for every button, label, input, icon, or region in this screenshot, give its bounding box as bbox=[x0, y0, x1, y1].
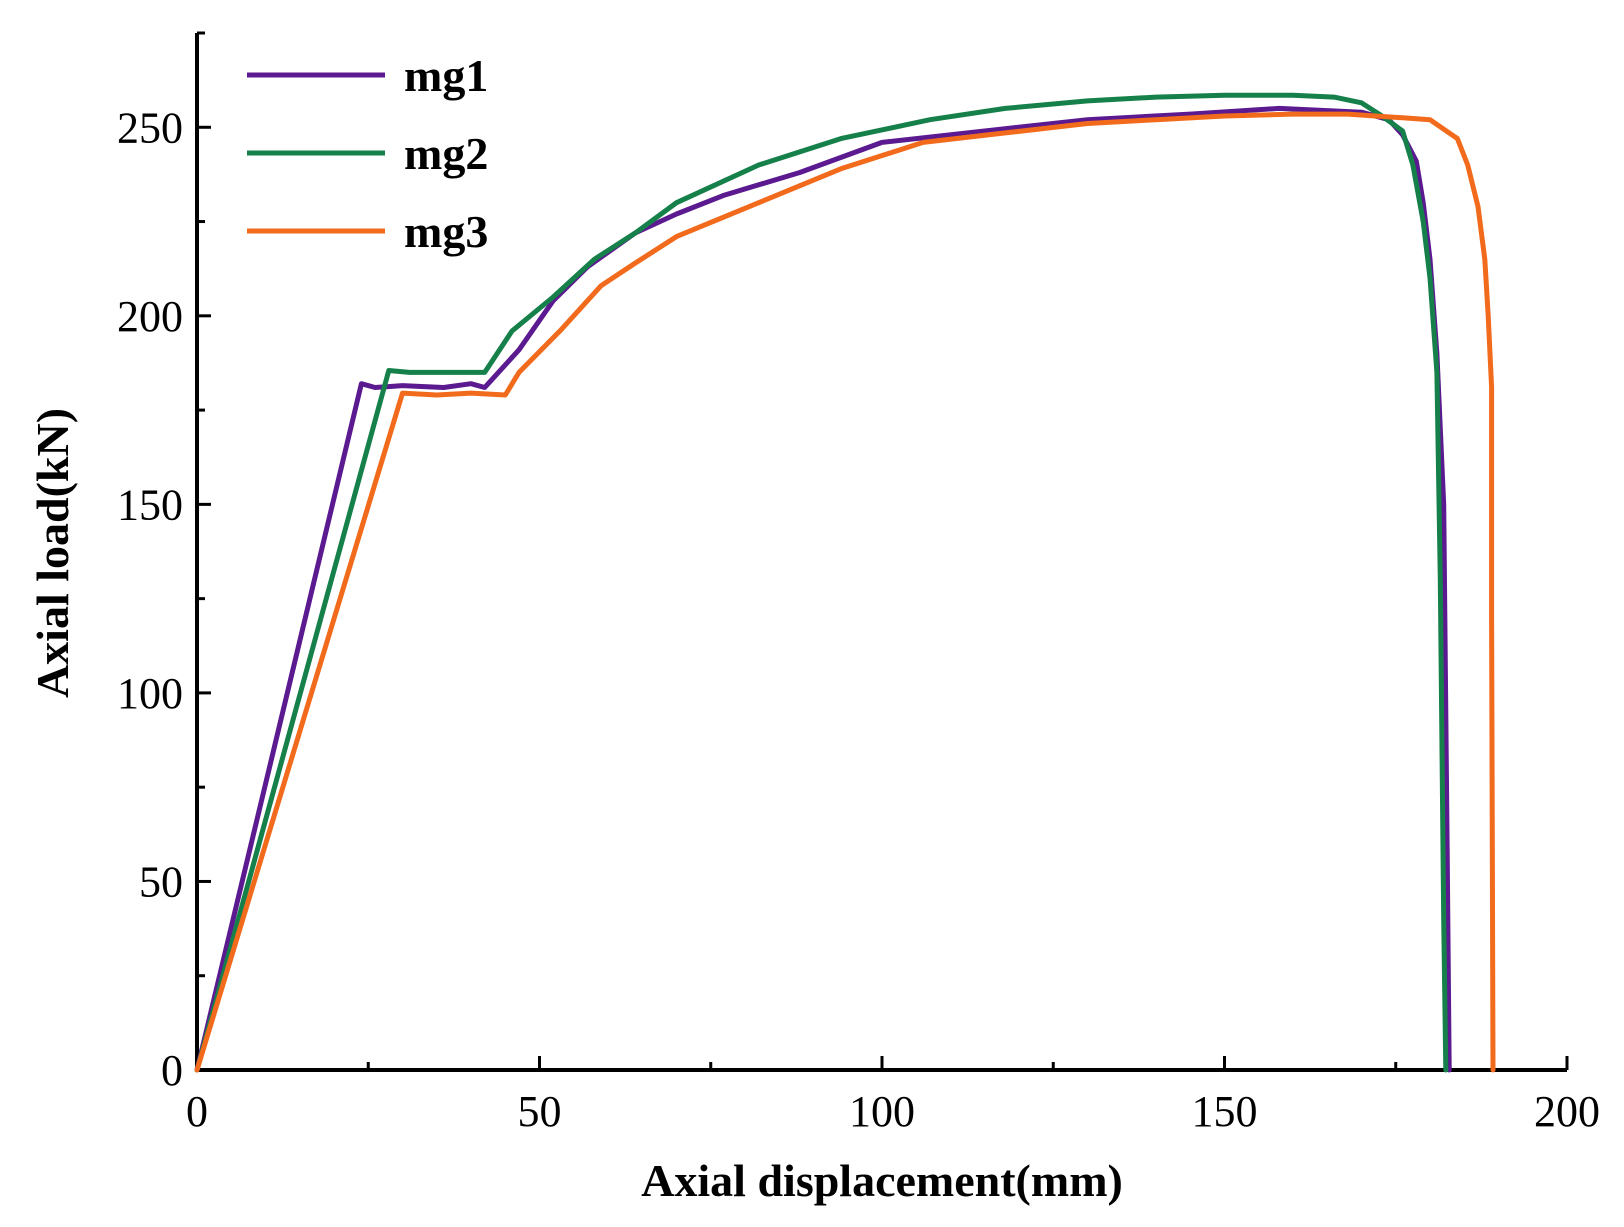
x-tick-label: 150 bbox=[1192, 1087, 1258, 1136]
plot-area: 0 50 100 150 200 0 50 100 150 200 250 bbox=[117, 31, 1600, 1136]
series-line-mg2 bbox=[194, 92, 1449, 1073]
series-line-mg3 bbox=[194, 111, 1496, 1073]
legend-label-mg1: mg1 bbox=[404, 50, 488, 101]
x-tick-label: 200 bbox=[1534, 1087, 1600, 1136]
legend-label-mg2: mg2 bbox=[404, 128, 488, 179]
y-tick-label: 0 bbox=[161, 1046, 183, 1095]
series-line-mg1 bbox=[194, 105, 1452, 1073]
y-tick-label: 50 bbox=[139, 857, 183, 906]
legend: mg1 mg2 mg3 bbox=[247, 50, 488, 257]
x-axis-title: Axial displacement(mm) bbox=[641, 1155, 1123, 1206]
y-tick-label: 150 bbox=[117, 480, 183, 529]
x-tick-label: 100 bbox=[849, 1087, 915, 1136]
y-axis-title: Axial load(kN) bbox=[27, 408, 78, 698]
x-tick-label: 0 bbox=[186, 1087, 208, 1136]
legend-label-mg3: mg3 bbox=[404, 206, 488, 257]
y-tick-label: 250 bbox=[117, 103, 183, 152]
series-layer bbox=[194, 92, 1496, 1073]
y-tick-label: 100 bbox=[117, 669, 183, 718]
y-tick-label: 200 bbox=[117, 292, 183, 341]
axis-ticks: 0 50 100 150 200 0 50 100 150 200 250 bbox=[117, 31, 1600, 1136]
x-tick-label: 50 bbox=[518, 1087, 562, 1136]
